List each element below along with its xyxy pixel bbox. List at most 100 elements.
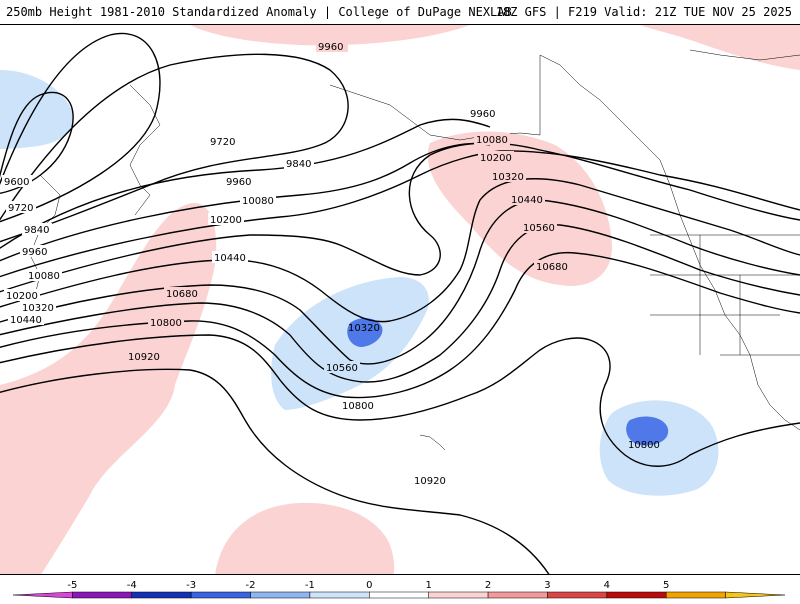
contour-label: 9720 — [208, 135, 238, 148]
colorbar-swatch — [190, 591, 251, 599]
svg-text:9720: 9720 — [210, 137, 235, 148]
svg-text:10560: 10560 — [326, 363, 358, 374]
colorbar-swatch — [428, 591, 489, 599]
colorbar-tick-label: 4 — [604, 580, 610, 591]
contour-label: 10080 — [474, 133, 510, 146]
svg-text:10680: 10680 — [166, 289, 198, 300]
colorbar-swatch — [309, 591, 370, 599]
contour-label: 9840 — [22, 223, 52, 236]
svg-text:10320: 10320 — [492, 172, 524, 183]
svg-text:9840: 9840 — [286, 159, 311, 170]
svg-text:10920: 10920 — [414, 476, 446, 487]
svg-text:10200: 10200 — [480, 153, 512, 164]
colorbar-tick-label: -5 — [67, 580, 77, 591]
svg-text:9600: 9600 — [4, 177, 29, 188]
svg-text:10440: 10440 — [10, 315, 42, 326]
coastlines — [29, 49, 800, 451]
colorbar-swatch — [665, 591, 726, 599]
contour-label: 9840 — [284, 157, 314, 170]
contour-label: 10920 — [126, 350, 162, 363]
height-contours — [0, 32, 800, 574]
svg-text:10080: 10080 — [242, 196, 274, 207]
svg-text:9960: 9960 — [470, 109, 495, 120]
contour-label: 9600 — [2, 175, 32, 188]
svg-text:10920: 10920 — [128, 352, 160, 363]
model-run-label: 18Z GFS | F219 Valid: 21Z TUE NOV 25 202… — [495, 5, 792, 19]
anomaly-region-top — [190, 25, 470, 46]
header: 250mb Height 1981-2010 Standardized Anom… — [0, 0, 800, 24]
svg-text:10200: 10200 — [6, 291, 38, 302]
svg-text:10560: 10560 — [523, 223, 555, 234]
contour-label: 10080 — [26, 269, 62, 282]
contour-label: 10560 — [324, 361, 360, 374]
contour-label: 9720 — [6, 201, 36, 214]
anomaly-region-alaska-gulf — [427, 131, 613, 286]
contour-label: 10320 — [490, 170, 526, 183]
svg-text:10320: 10320 — [348, 323, 380, 334]
contour-label: 9960 — [20, 245, 50, 258]
svg-text:9960: 9960 — [22, 247, 47, 258]
contour-label: 10800 — [340, 399, 376, 412]
colorbar-tick-label: 0 — [366, 580, 372, 591]
contour-label: 9960 — [468, 107, 498, 120]
colorbar-swatch — [131, 591, 192, 599]
contour-label: 9960 — [224, 175, 254, 188]
colorbar-swatch — [606, 591, 667, 599]
colorbar-tick-label: 2 — [485, 580, 491, 591]
colorbar-swatch — [250, 591, 311, 599]
contour-label: 10680 — [534, 260, 570, 273]
contour-label: 10680 — [164, 287, 200, 300]
colorbar-graphic: -5 -4 -3 -2 -1 0 1 2 3 4 5 — [12, 580, 786, 599]
svg-text:9960: 9960 — [318, 42, 343, 53]
svg-text:9720: 9720 — [8, 203, 33, 214]
svg-text:10800: 10800 — [628, 440, 660, 451]
anomaly-core-trough — [347, 318, 383, 347]
colorbar-tick-label: 3 — [544, 580, 550, 591]
negative-anomaly-shading — [0, 70, 719, 496]
colorbar-tick-label: -4 — [127, 580, 137, 591]
colorbar-tick-label: 5 — [663, 580, 669, 591]
contour-label-layer: 9960 9720 9840 9960 10080 9600 9720 9840… — [2, 40, 660, 487]
contour-label: 10440 — [8, 313, 44, 326]
svg-text:10800: 10800 — [150, 318, 182, 329]
contour-label: 10920 — [412, 474, 448, 487]
contour-label: 10440 — [212, 251, 248, 264]
positive-anomaly-shading — [0, 25, 800, 574]
colorbar-tick-label: -3 — [186, 580, 196, 591]
contour-label: 10200 — [478, 151, 514, 164]
colorbar-swatch — [72, 591, 133, 599]
svg-text:10440: 10440 — [214, 253, 246, 264]
svg-text:10080: 10080 — [476, 135, 508, 146]
svg-text:10320: 10320 — [22, 303, 54, 314]
contour-label: 10200 — [208, 213, 244, 226]
anomaly-region-west-pacific — [0, 203, 217, 574]
colorbar-swatch — [369, 591, 429, 599]
anomaly-region-south — [215, 502, 395, 574]
contour-label: 10440 — [509, 193, 545, 206]
svg-text:9840: 9840 — [24, 225, 49, 236]
svg-text:10080: 10080 — [28, 271, 60, 282]
map-panel: 9960 9720 9840 9960 10080 9600 9720 9840… — [0, 24, 800, 575]
svg-text:10200: 10200 — [210, 215, 242, 226]
anomaly-region-top-right — [640, 25, 800, 70]
anomaly-region-trough — [271, 277, 429, 410]
colorbar-tick-label: 1 — [426, 580, 432, 591]
contour-label: 10320 — [348, 323, 380, 334]
map-title: 250mb Height 1981-2010 Standardized Anom… — [6, 5, 512, 19]
contour-label: 10800 — [628, 440, 660, 451]
contour-label: 10080 — [240, 194, 276, 207]
svg-text:9960: 9960 — [226, 177, 251, 188]
colorbar-tick-label: -2 — [246, 580, 256, 591]
contour-label: 9960 — [316, 40, 348, 53]
colorbar-swatch — [725, 591, 786, 599]
colorbar-swatch — [487, 591, 548, 599]
contour-label: 10560 — [521, 221, 557, 234]
colorbar-swatch — [12, 591, 73, 599]
svg-text:10440: 10440 — [511, 195, 543, 206]
svg-text:10680: 10680 — [536, 262, 568, 273]
anomaly-region-northwest — [0, 70, 73, 149]
anomaly-core-cutoff-low — [626, 416, 669, 446]
colorbar: -5 -4 -3 -2 -1 0 1 2 3 4 5 — [0, 576, 800, 600]
contour-label: 10200 — [4, 289, 40, 302]
colorbar-tick-label: -1 — [305, 580, 315, 591]
